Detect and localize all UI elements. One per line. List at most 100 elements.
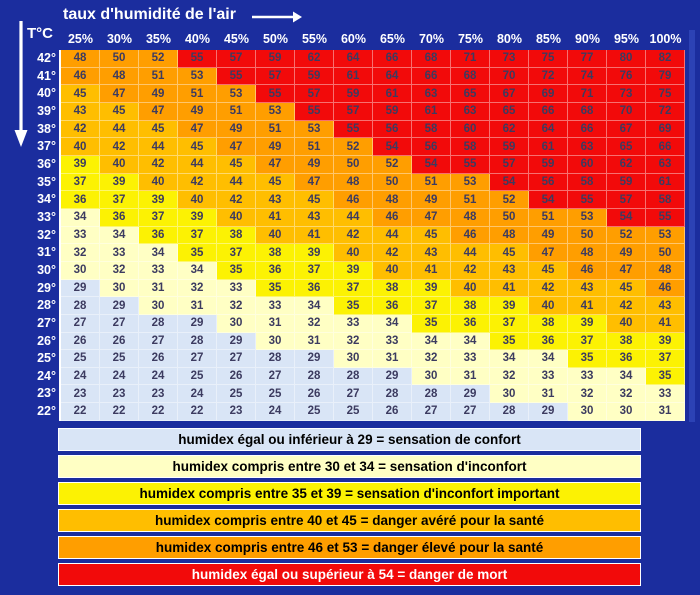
temperature-label: 39° [37, 103, 56, 118]
humidex-cell: 31 [256, 314, 295, 333]
humidex-cell: 71 [451, 50, 490, 68]
humidex-cell: 80 [607, 50, 646, 68]
humidex-cell: 45 [61, 85, 100, 103]
humidex-cell: 28 [61, 297, 100, 315]
humidex-cell: 39 [568, 314, 607, 333]
humidex-cell: 39 [61, 155, 100, 174]
humidex-cell: 22 [100, 403, 139, 421]
humidex-cell: 45 [529, 261, 568, 280]
humidex-cell: 30 [256, 332, 295, 351]
temperature-label: 34° [37, 192, 56, 207]
humidex-cell: 46 [451, 226, 490, 245]
humidex-cell: 25 [61, 350, 100, 368]
humidex-cell: 62 [295, 50, 334, 68]
humidex-cell: 68 [451, 67, 490, 86]
humidex-cell: 33 [451, 350, 490, 368]
humidex-cell: 39 [139, 191, 178, 209]
humidex-cell: 36 [529, 332, 568, 351]
humidex-cell: 69 [646, 120, 685, 139]
humidex-cell: 52 [607, 226, 646, 245]
humidex-cell: 27 [217, 350, 256, 368]
humidex-cell: 53 [256, 102, 295, 121]
humidex-cell: 66 [568, 120, 607, 139]
humidex-cell: 50 [334, 155, 373, 174]
humidex-cell: 36 [100, 208, 139, 227]
humidex-cell: 30 [100, 279, 139, 298]
humidex-cell: 43 [412, 244, 451, 262]
humidex-cell: 49 [412, 191, 451, 209]
humidex-cell: 32 [295, 314, 334, 333]
humidity-header: 35% [145, 32, 172, 46]
humidex-cell: 51 [256, 120, 295, 139]
humidex-cell: 34 [529, 350, 568, 368]
humidex-cell: 34 [61, 208, 100, 227]
temperature-label: 37° [37, 139, 56, 154]
legend-row-discomfort: humidex compris entre 30 et 34 = sensati… [58, 455, 641, 478]
humidex-cell: 66 [412, 67, 451, 86]
humidex-cell: 64 [373, 67, 412, 86]
humidex-cell: 45 [412, 226, 451, 245]
humidex-cell: 47 [412, 208, 451, 227]
humidex-cell: 35 [334, 297, 373, 315]
humidex-cell: 34 [139, 244, 178, 262]
humidex-cell: 23 [217, 403, 256, 421]
humidex-cell: 48 [100, 67, 139, 86]
humidex-cell: 27 [178, 350, 217, 368]
humidex-cell: 25 [256, 385, 295, 404]
humidex-cell: 30 [568, 403, 607, 421]
humidex-cell: 46 [334, 191, 373, 209]
legend-row-label: humidex compris entre 46 et 53 = danger … [155, 540, 544, 555]
humidex-cell: 37 [646, 350, 685, 368]
humidex-cell: 55 [568, 191, 607, 209]
humidex-cell: 63 [412, 85, 451, 103]
humidex-cell: 42 [217, 191, 256, 209]
humidex-cell: 37 [334, 279, 373, 298]
humidex-cell: 47 [529, 244, 568, 262]
humidex-cell: 36 [295, 279, 334, 298]
humidex-cell: 38 [373, 279, 412, 298]
humidex-cell: 35 [490, 332, 529, 351]
humidex-cell: 22 [139, 403, 178, 421]
humidex-cell: 58 [646, 191, 685, 209]
humidex-cell: 49 [607, 244, 646, 262]
humidex-cell: 31 [646, 403, 685, 421]
humidex-cell: 43 [568, 279, 607, 298]
humidex-cell: 50 [568, 226, 607, 245]
humidex-cell: 30 [139, 297, 178, 315]
humidex-cell: 70 [490, 67, 529, 86]
humidex-cell: 62 [607, 155, 646, 174]
legend-row-proven-danger: humidex compris entre 40 et 45 = danger … [58, 509, 641, 532]
humidity-header: 25% [67, 32, 94, 46]
humidex-cell: 38 [256, 244, 295, 262]
humidex-cell: 68 [412, 50, 451, 68]
humidex-cell: 26 [217, 367, 256, 386]
humidex-cell: 45 [178, 138, 217, 156]
humidex-cell: 43 [490, 261, 529, 280]
humidex-cell: 45 [256, 173, 295, 192]
legend-row-comfort: humidex égal ou inférieur à 29 = sensati… [58, 428, 641, 451]
humidex-cell: 66 [373, 50, 412, 68]
humidex-cell: 53 [568, 208, 607, 227]
humidex-cell: 29 [217, 332, 256, 351]
humidex-cell: 57 [334, 102, 373, 121]
humidity-header: 50% [262, 32, 289, 46]
humidex-cell: 33 [568, 367, 607, 386]
temperature-label: 22° [37, 404, 56, 419]
humidex-cell: 76 [607, 67, 646, 86]
legend-row-label: humidex compris entre 40 et 45 = danger … [154, 513, 545, 528]
legend-row-strong-discomfort: humidex compris entre 35 et 39 = sensati… [58, 482, 641, 505]
humidex-cell: 44 [451, 244, 490, 262]
humidex-cell: 49 [139, 85, 178, 103]
humidex-cell: 24 [61, 367, 100, 386]
humidex-cell: 37 [139, 208, 178, 227]
humidex-cell: 26 [139, 350, 178, 368]
table-right-edge [689, 30, 695, 422]
humidex-cell: 32 [607, 385, 646, 404]
humidex-cell: 31 [451, 367, 490, 386]
humidex-cell: 38 [217, 226, 256, 245]
humidex-cell: 45 [100, 102, 139, 121]
humidex-cell: 68 [568, 102, 607, 121]
humidex-cell: 51 [178, 85, 217, 103]
humidex-cell: 44 [100, 120, 139, 139]
chart-title: taux d'humidité de l'air [63, 6, 236, 23]
